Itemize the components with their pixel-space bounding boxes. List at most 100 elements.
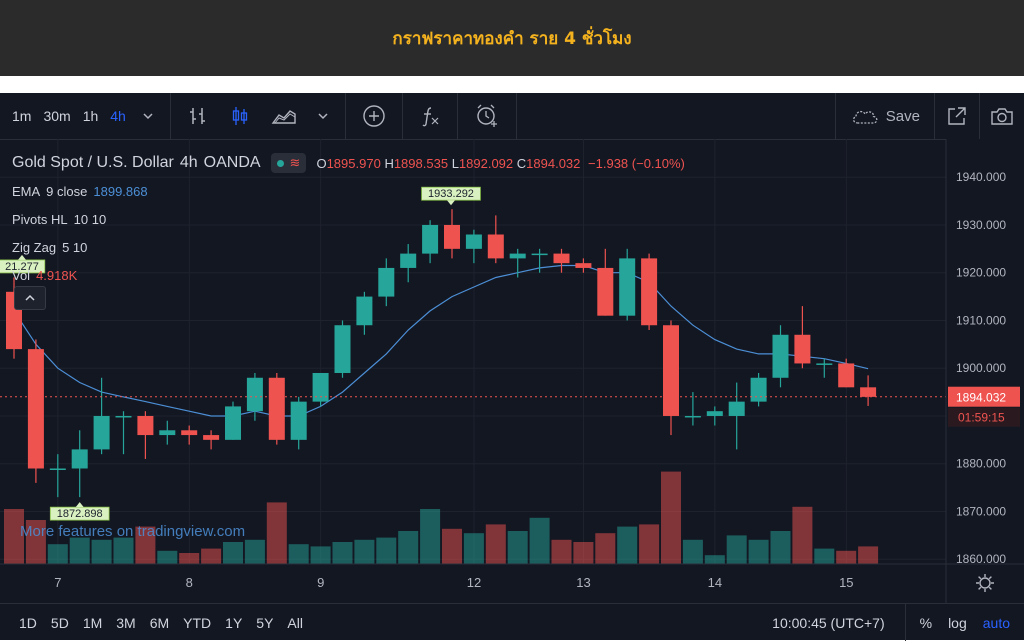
indicator-name: Pivots HL — [12, 211, 68, 227]
open-label: O — [316, 155, 327, 171]
range-6m[interactable]: 6M — [149, 614, 170, 631]
candle-body — [312, 372, 329, 402]
log-toggle[interactable]: log — [948, 614, 967, 631]
indicator-fx-icon[interactable] — [409, 105, 451, 127]
chevron-down-icon[interactable] — [307, 110, 339, 122]
indicator-value: 4.918K — [36, 267, 78, 283]
chevron-down-icon[interactable] — [132, 110, 164, 122]
volume-bar — [310, 546, 331, 564]
camera-icon — [991, 108, 1013, 125]
timeframe-1m[interactable]: 1m — [12, 108, 32, 124]
timeframe-4h[interactable]: 4h — [110, 108, 126, 124]
pivot-labels: 1933.292 1872.898 21.277 — [0, 186, 481, 521]
indicator-pivots[interactable]: Pivots HL 10 10 — [12, 205, 685, 233]
candle — [246, 372, 263, 421]
volume-bar — [398, 531, 419, 564]
open-value: 1895.970 — [326, 155, 381, 171]
pivot-label: 1933.292 — [421, 186, 481, 206]
candle — [750, 372, 767, 407]
toolbar-divider — [904, 604, 906, 641]
area-chart-icon[interactable] — [261, 105, 307, 127]
timeframe-1h[interactable]: 1h — [82, 108, 99, 124]
change-value: −1.938 (−0.10%) — [588, 155, 685, 171]
symbol-source[interactable]: OANDA — [203, 154, 261, 171]
toolbar-divider — [401, 93, 403, 139]
indicator-name: Zig Zag — [12, 239, 57, 255]
range-3m[interactable]: 3M — [116, 614, 136, 631]
bar-chart-icon[interactable] — [177, 105, 219, 127]
candle-body — [268, 377, 285, 440]
time-tick-label: 15 — [839, 575, 853, 590]
candles-icon[interactable] — [219, 105, 261, 127]
candle-body — [93, 415, 110, 450]
auto-toggle[interactable]: auto — [982, 614, 1010, 631]
range-ytd[interactable]: YTD — [183, 614, 212, 631]
candle-body — [444, 224, 460, 249]
collapse-legend-button[interactable] — [14, 286, 46, 310]
indicator-value: 1899.868 — [93, 183, 148, 199]
volume-bar — [420, 509, 441, 564]
clock-time[interactable]: 10:00:45 (UTC+7) — [772, 614, 885, 631]
candle-body — [816, 363, 833, 365]
indicator-params: 9 close — [46, 183, 88, 199]
chevron-up-icon — [25, 294, 35, 301]
percent-toggle[interactable]: % — [919, 614, 933, 631]
candle-body — [422, 224, 439, 254]
range-5y[interactable]: 5Y — [256, 614, 274, 631]
tradingview-widget: 1m 30m 1h 4h — [0, 93, 1024, 641]
volume-bar — [266, 502, 287, 564]
range-5d[interactable]: 5D — [50, 614, 69, 631]
candle-body — [159, 430, 176, 436]
toolbar-divider — [169, 93, 171, 139]
volume-bar — [617, 526, 638, 564]
volume-bar — [376, 537, 397, 564]
timeframe-30m[interactable]: 30m — [43, 108, 71, 124]
range-all[interactable]: All — [287, 614, 303, 631]
candle-body — [137, 415, 154, 436]
candle — [663, 320, 679, 436]
candle-body — [575, 263, 592, 268]
low-value: 1892.092 — [458, 155, 514, 171]
symbol-name[interactable]: Gold Spot / U.S. Dollar — [12, 154, 174, 171]
last-price-value: 1894.032 — [956, 391, 1006, 405]
pivot-label-box — [421, 186, 481, 201]
alarm-icon[interactable] — [464, 103, 510, 129]
save-button[interactable]: Save — [834, 93, 934, 139]
time-tick-label: 12 — [467, 575, 481, 590]
settings-icon[interactable] — [976, 574, 994, 592]
volume-bar — [748, 539, 769, 564]
candle-body — [225, 406, 241, 440]
pivot-label-text: 21.277 — [5, 261, 39, 273]
candle-body — [115, 415, 132, 418]
watermark-link[interactable]: More features on tradingview.com — [20, 523, 246, 540]
volume-bar — [69, 537, 90, 564]
range-1y[interactable]: 1Y — [225, 614, 243, 631]
countdown-badge — [948, 407, 1020, 427]
indicator-volume[interactable]: Vol 4.918K — [12, 261, 685, 289]
candle-body — [838, 363, 855, 388]
volume-bar — [113, 537, 134, 564]
range-1d[interactable]: 1D — [19, 614, 37, 631]
time-tick-label: 8 — [186, 575, 193, 590]
market-status-pill[interactable]: ≋ — [270, 153, 307, 173]
price-axis-bg — [946, 139, 1024, 603]
candle-body — [203, 435, 220, 440]
fullscreen-button[interactable] — [934, 93, 979, 139]
candle-body — [750, 377, 767, 402]
price-tick-label: 1930.000 — [956, 218, 1006, 232]
plus-circle-icon[interactable] — [352, 104, 396, 128]
candle — [509, 248, 526, 278]
indicator-ema[interactable]: EMA 9 close 1899.868 — [12, 177, 685, 205]
range-1m[interactable]: 1M — [82, 614, 103, 631]
candle — [400, 244, 417, 283]
indicator-zigzag[interactable]: Zig Zag 5 10 — [12, 233, 685, 261]
candle-body — [531, 253, 548, 256]
volume-bar — [244, 539, 265, 564]
candle-body — [728, 401, 745, 416]
candle-body — [663, 325, 679, 416]
snapshot-button[interactable] — [979, 93, 1024, 139]
symbol-interval[interactable]: 4h — [179, 154, 198, 171]
candle — [115, 411, 132, 455]
candle — [268, 372, 285, 445]
